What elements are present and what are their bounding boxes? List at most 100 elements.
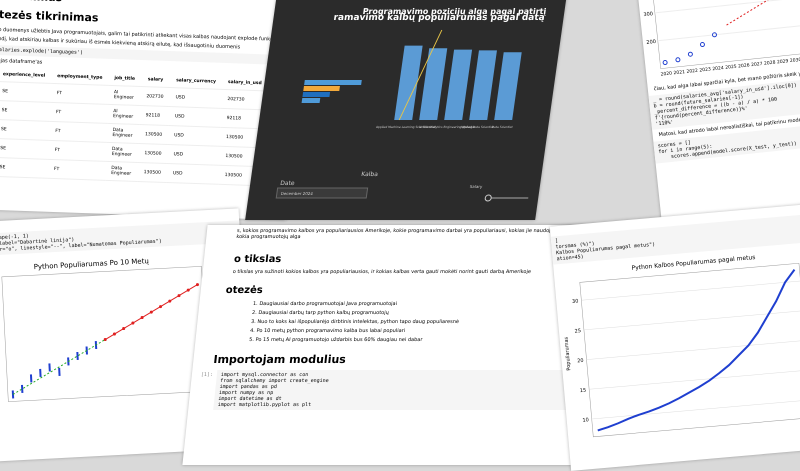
- cell: USD: [169, 87, 222, 109]
- point: [662, 60, 668, 66]
- hypothesis: Po 10 metų python programavimo kalba bus…: [256, 327, 587, 336]
- code-line: import matplotlib.pyplot as plt: [217, 402, 312, 408]
- chart-title: Python Kalbos Populiarumas pagal metus: [631, 254, 755, 272]
- bar: [419, 48, 448, 120]
- scatter-chart: 2020 2021 2022 2023 2024 2025 2026 2027 2028 2029…: [643, 0, 800, 78]
- dashboard-chart: ramavimo kalbų populiarumas pagal datą P…: [275, 7, 547, 202]
- cell: Data Engineer: [104, 161, 139, 182]
- salary-label: Salary: [469, 184, 483, 189]
- heading: o tikslas: [233, 254, 282, 265]
- x-tick-label: Applied Machine Learning Scientist: [376, 125, 430, 129]
- cell: FT: [47, 159, 106, 181]
- x-tick-label: 2023: [699, 66, 711, 73]
- bar: [301, 98, 321, 103]
- intro: s, kokios programavimo kalbos yra populi…: [236, 228, 577, 240]
- cell: SE: [0, 81, 51, 103]
- cell: Data Engineer: [106, 123, 140, 144]
- point: [58, 367, 61, 377]
- point: [711, 32, 717, 38]
- table: experience_level employment_type job_title…: [0, 67, 294, 191]
- cell: SE: [0, 100, 51, 122]
- forecast-line: [726, 0, 789, 26]
- forecast-point: [149, 310, 153, 314]
- y-tick-label: 15: [580, 388, 587, 395]
- forecast-point: [195, 283, 199, 287]
- point: [29, 374, 33, 383]
- fit-line: [12, 339, 106, 395]
- cell: FT: [50, 83, 109, 105]
- notebook-intro: s, kokios programavimo kalbos yra populi…: [182, 225, 598, 465]
- x-tick-label: AI Scientist: [419, 125, 437, 129]
- trend-line: [398, 29, 443, 121]
- notebook-python-trend: ] torsmas (%)") Kalbos Populiarumas pagal …: [549, 204, 800, 471]
- plot-frame: [1, 266, 209, 402]
- forecast-point: [103, 338, 107, 342]
- column-header: job_title: [108, 71, 142, 87]
- forecast-point: [159, 305, 163, 309]
- y-tick-label: 10: [582, 417, 589, 424]
- x-tick-label: 2029: [777, 58, 789, 65]
- date-label: Date: [280, 180, 296, 187]
- x-tick-label: 2021: [673, 69, 685, 76]
- point: [39, 368, 42, 378]
- x-tick-label: Data Scientist: [491, 125, 513, 129]
- grid-line: [581, 280, 800, 301]
- x-tick-label: Analytics Engineering Manager: [429, 125, 477, 129]
- heading: otezės: [225, 285, 264, 296]
- bar: [394, 45, 423, 120]
- notebook-forecast: 2020 2021 2022 2023 2024 2025 2026 2027 2028 2029…: [636, 0, 800, 245]
- cell: 202730: [140, 86, 170, 107]
- plot-frame: [579, 262, 800, 438]
- x-tick-label: 2025: [725, 64, 737, 71]
- x-tick-label: 2026: [738, 62, 750, 69]
- x-tick-label: Applied Data Scientist: [460, 125, 494, 129]
- slider-handle: [484, 194, 492, 202]
- point: [76, 351, 79, 361]
- forecast-point: [186, 288, 190, 292]
- x-tick-label: 2024: [712, 65, 724, 72]
- cell: FT: [48, 140, 107, 162]
- paragraph: o tikslas yra sužinoti kokios kalbos yra…: [232, 269, 532, 275]
- x-tick-label: 2030: [790, 57, 800, 64]
- grid-line: [591, 399, 800, 420]
- cell: 130500: [138, 143, 168, 164]
- bar: [302, 92, 331, 97]
- left-title: ramavimo kalbų populiarumas pagal datą: [333, 13, 545, 23]
- plot-frame: [652, 0, 800, 69]
- grid-line: [586, 340, 800, 360]
- x-tick-label: 2027: [751, 61, 763, 68]
- heading: Importojam modulius: [212, 353, 347, 366]
- x-tick-label: 2028: [764, 60, 776, 67]
- line-chart: Python Kalbos Populiarumas pagal metus P…: [563, 254, 800, 438]
- cell: FT: [49, 102, 108, 124]
- cell: 130500: [138, 124, 169, 145]
- cell: USD: [167, 125, 221, 147]
- cell: 92118: [139, 105, 170, 126]
- forecast-point: [131, 321, 135, 325]
- date-value: December 2024: [281, 191, 314, 196]
- point: [699, 42, 705, 48]
- bar: [303, 86, 340, 91]
- bar: [494, 52, 522, 120]
- forecast-point: [177, 294, 181, 298]
- dashboard: ramavimo kalbų populiarumas pagal datą P…: [245, 0, 569, 220]
- bar: [304, 80, 362, 85]
- y-tick-label: 200: [646, 39, 656, 46]
- hypotheses: Daugiausiai darbo programuotojai Java pr…: [215, 300, 590, 345]
- y-tick-label: 20: [577, 358, 584, 365]
- date-select[interactable]: [275, 187, 369, 199]
- cell: SE: [0, 157, 49, 179]
- trend-line: [597, 269, 796, 432]
- cell: AI Engineer: [106, 104, 141, 125]
- x-tick-label: 2020: [660, 70, 672, 77]
- cell: SE: [0, 138, 49, 160]
- point: [20, 384, 24, 393]
- cell: 130500: [137, 162, 168, 183]
- grid-line: [654, 0, 800, 14]
- grid-line: [657, 24, 800, 42]
- hypothesis: Po 15 metų AI programuotojo uždarbis bus…: [255, 336, 586, 345]
- y-tick-label: 30: [572, 298, 579, 305]
- grid-line: [589, 369, 800, 390]
- cell: AI Engineer: [107, 85, 141, 106]
- right-title: Programavimo pozicijų alga pagal patirtį: [362, 7, 547, 16]
